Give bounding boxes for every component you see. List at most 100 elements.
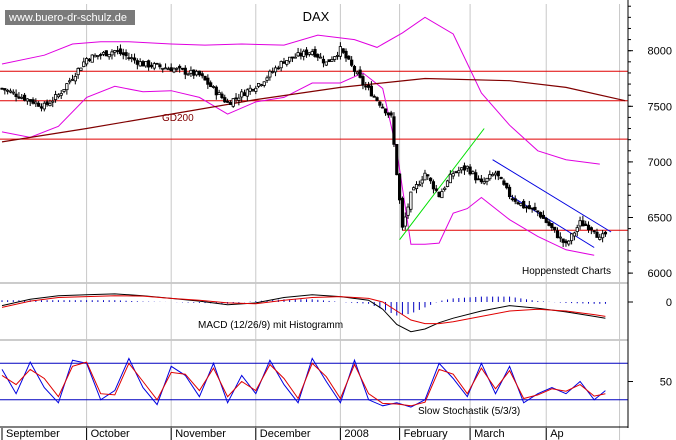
candle-body [499,176,503,180]
candle-body [603,231,608,235]
candle-body [321,58,326,64]
candle-body [507,186,512,198]
candle-body [87,58,92,62]
candle-body [248,87,252,92]
candle-body [350,59,354,66]
candle-body [178,65,182,69]
candle-body [257,83,261,87]
candle-body [130,57,134,60]
candle-body [462,165,467,171]
candle-body [186,73,190,76]
candle-body [488,174,492,180]
candle-body [259,84,264,87]
candle-body [572,232,577,237]
stoch-y-tick-label: 50 [660,377,672,389]
candle-body [333,56,337,60]
candle-body [553,226,557,231]
candle-body [482,181,486,184]
candle-body [429,177,433,182]
candle-body [302,50,306,57]
label-layer: DAX GD200 Hoppenstedt Charts MACD (12/26… [162,9,611,417]
candle-body [82,61,86,67]
candle-body [344,50,348,59]
candle-body [409,191,413,210]
candle-body [245,89,249,97]
candle-body [335,55,340,57]
candle-body [524,206,529,209]
candle-body [31,99,35,104]
candle-body [296,52,300,57]
candle-body [194,71,199,76]
candle-body [307,52,311,55]
y-tick-label: 8000 [648,46,672,58]
candle-body [127,57,131,60]
candle-body [555,230,560,239]
bollinger-upper-band [1,16,600,165]
candle-body [522,200,526,209]
candle-body [51,100,55,103]
candle-body [527,205,531,210]
candle-body [457,170,461,174]
candle-body [0,87,4,90]
candle-body [116,50,120,52]
candle-body [231,98,235,107]
candle-body [423,172,427,181]
macd-panel [1,293,606,333]
candle-body [124,52,128,57]
candle-body [220,93,224,99]
candle-body [319,56,323,59]
watermark-text: www.buero-dr-schulz.de [8,12,127,24]
candle-body [262,81,266,86]
candle-body [519,202,523,206]
gd200-line [1,77,626,143]
candle-body [138,61,142,67]
candle-body [65,83,69,91]
candle-body [56,94,60,98]
candle-body [547,221,551,226]
candle-body [25,98,29,102]
candle-body [479,178,483,183]
macd-signal-line [1,295,606,325]
candle-body [366,84,371,88]
candle-body [516,202,520,205]
candle-body [561,238,565,243]
candle-body [375,97,379,101]
candle-body [476,178,481,181]
candle-body [237,97,241,101]
candle-body [437,191,441,198]
candle-body [84,58,89,65]
candle-body [6,89,10,92]
candle-body [584,223,588,226]
candle-body [206,77,210,85]
candle-body [192,69,196,76]
candle-body [510,198,514,201]
month-label: 2008 [344,428,368,440]
candle-body [183,67,187,75]
candle-body [76,68,80,76]
y-tick-label: 6000 [648,268,672,280]
candle-body [586,224,591,231]
candle-body [62,89,66,92]
candle-body [166,68,170,71]
candle-body [383,108,388,114]
candle-body [20,96,24,99]
candle-body [144,61,148,67]
candle-body [358,69,362,78]
candle-body [598,236,602,240]
candle-body [513,198,517,202]
candle-body [372,95,376,98]
candle-body [541,214,546,219]
candle-body [234,97,238,100]
month-label: September [6,428,60,440]
candle-body [406,206,410,216]
candle-body [575,227,579,232]
candle-body [70,78,75,81]
macd-line [1,293,606,333]
candle-body [189,69,193,74]
candle-body [271,71,275,73]
candle-body [149,64,154,68]
candle-body [175,67,179,70]
candle-body [299,52,303,57]
candle-body [338,46,342,57]
